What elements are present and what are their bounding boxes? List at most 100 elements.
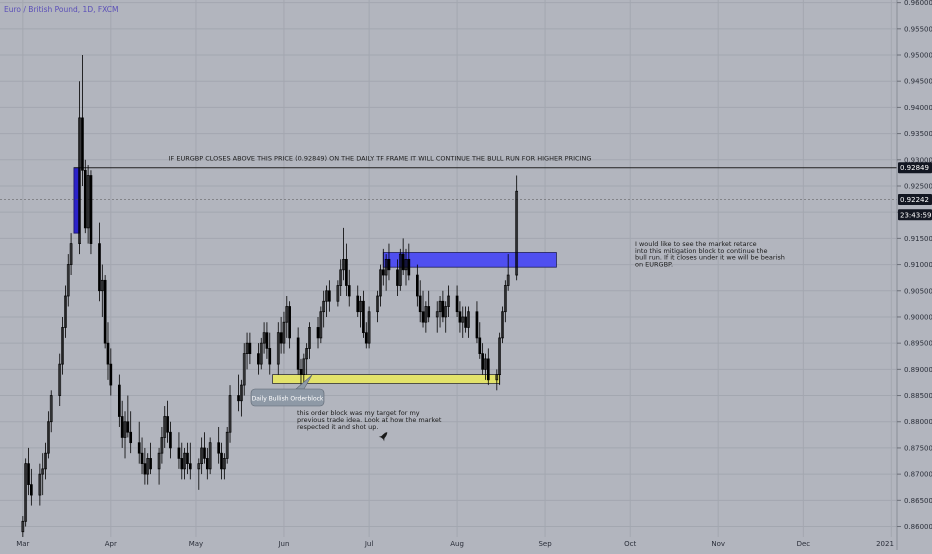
candle[interactable] <box>328 280 331 312</box>
candle[interactable] <box>407 243 411 281</box>
candle[interactable] <box>325 285 328 317</box>
candle[interactable] <box>146 453 150 485</box>
candle[interactable] <box>49 390 53 433</box>
candle[interactable] <box>137 421 141 464</box>
candle[interactable] <box>362 290 365 338</box>
candle[interactable] <box>61 316 64 375</box>
candle[interactable] <box>66 254 70 307</box>
candle[interactable] <box>186 442 189 475</box>
candle[interactable] <box>41 453 45 496</box>
candle[interactable] <box>143 447 147 485</box>
candle[interactable] <box>180 442 184 480</box>
candle[interactable] <box>89 170 93 255</box>
candle[interactable] <box>160 426 164 464</box>
candle[interactable] <box>359 296 362 328</box>
candle[interactable] <box>379 264 382 307</box>
candle[interactable] <box>435 301 439 333</box>
candle[interactable] <box>157 447 161 485</box>
candle[interactable] <box>69 233 73 276</box>
candle[interactable] <box>438 296 442 328</box>
candle[interactable] <box>169 421 172 459</box>
candle[interactable] <box>296 327 300 375</box>
candle[interactable] <box>58 353 62 407</box>
candle[interactable] <box>149 442 152 475</box>
candle[interactable] <box>461 306 465 338</box>
candle[interactable] <box>240 379 243 417</box>
candle[interactable] <box>223 453 226 480</box>
candle[interactable] <box>495 369 499 391</box>
candle[interactable] <box>276 322 280 375</box>
candle[interactable] <box>183 447 186 480</box>
candle[interactable] <box>387 243 391 281</box>
candle[interactable] <box>257 343 260 375</box>
candle[interactable] <box>140 437 144 475</box>
candle[interactable] <box>81 55 84 186</box>
candle[interactable] <box>242 343 246 396</box>
candle[interactable] <box>478 322 482 359</box>
candle[interactable] <box>356 285 360 317</box>
candle[interactable] <box>305 343 309 375</box>
candle[interactable] <box>308 322 311 359</box>
candle[interactable] <box>106 322 110 380</box>
candle[interactable] <box>78 81 81 255</box>
candle[interactable] <box>86 165 90 244</box>
candle[interactable] <box>421 290 425 328</box>
candle[interactable] <box>455 285 459 317</box>
candles[interactable] <box>21 55 519 537</box>
candle[interactable] <box>103 275 107 349</box>
candle[interactable] <box>384 254 388 291</box>
candle[interactable] <box>316 316 320 349</box>
candle[interactable] <box>342 227 345 281</box>
candle[interactable] <box>458 301 462 333</box>
candle[interactable] <box>464 306 467 333</box>
candle[interactable] <box>501 306 504 344</box>
candle[interactable] <box>83 159 87 234</box>
candle[interactable] <box>498 332 501 386</box>
candle[interactable] <box>126 395 130 438</box>
candle[interactable] <box>27 447 30 496</box>
candle[interactable] <box>177 432 181 469</box>
candle[interactable] <box>64 285 67 338</box>
candle[interactable] <box>376 290 379 323</box>
candle[interactable] <box>245 332 249 370</box>
candle[interactable] <box>259 337 263 370</box>
candle[interactable] <box>347 269 351 307</box>
candle[interactable] <box>515 175 519 281</box>
candle[interactable] <box>319 306 323 344</box>
candle[interactable] <box>418 280 422 323</box>
candle[interactable] <box>475 301 479 344</box>
candle[interactable] <box>444 301 448 333</box>
candle[interactable] <box>166 400 169 443</box>
candle[interactable] <box>381 248 385 286</box>
candle[interactable] <box>117 374 121 427</box>
candle[interactable] <box>427 290 431 323</box>
candle[interactable] <box>268 332 272 375</box>
candle[interactable] <box>265 322 269 359</box>
candle[interactable] <box>481 343 484 375</box>
candle[interactable] <box>401 238 405 276</box>
candle[interactable] <box>208 437 212 475</box>
candle[interactable] <box>299 358 303 386</box>
candle[interactable] <box>503 280 507 323</box>
candle[interactable] <box>345 243 348 297</box>
candle[interactable] <box>339 259 343 297</box>
candle[interactable] <box>416 264 419 307</box>
candle[interactable] <box>398 248 402 291</box>
candle[interactable] <box>120 400 124 448</box>
candle[interactable] <box>285 296 289 338</box>
candle[interactable] <box>100 264 104 317</box>
candle[interactable] <box>217 426 221 464</box>
candle[interactable] <box>396 259 399 297</box>
candle[interactable] <box>506 254 510 291</box>
candle[interactable] <box>200 437 203 475</box>
candle[interactable] <box>203 432 206 464</box>
candle[interactable] <box>228 385 232 443</box>
candle[interactable] <box>44 442 47 480</box>
candle[interactable] <box>24 458 28 527</box>
candle[interactable] <box>188 442 192 480</box>
candle[interactable] <box>262 322 266 354</box>
candle[interactable] <box>98 222 101 302</box>
candle[interactable] <box>288 301 291 349</box>
candle[interactable] <box>205 447 209 480</box>
